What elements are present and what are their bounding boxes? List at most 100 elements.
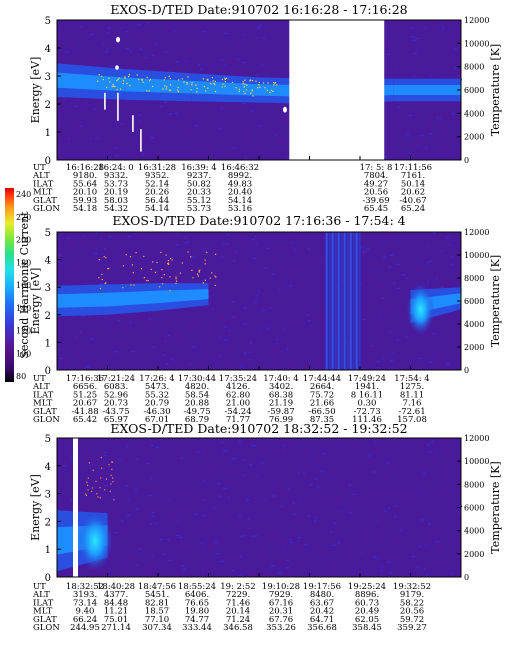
orbit-value: 17: 5: 8 [360, 163, 393, 173]
noise-pixel [297, 536, 301, 538]
y2-tick-label: 8000 [464, 274, 484, 283]
noise-pixel [309, 484, 313, 486]
y-tick-label: 0 [45, 366, 51, 377]
noise-pixel [280, 505, 283, 507]
noise-pixel [385, 477, 388, 480]
noise-pixel [213, 234, 216, 236]
trace-point [105, 257, 107, 259]
orbit-value: 7229. [226, 590, 250, 600]
orbit-row-label: MLT [33, 607, 53, 617]
orbit-value: 50.82 [187, 179, 211, 189]
noise-pixel [445, 132, 449, 134]
orbit-value: 9180. [73, 171, 97, 181]
noise-pixel [98, 283, 102, 285]
noise-pixel [384, 233, 388, 235]
noise-pixel [181, 508, 184, 510]
noise-pixel [366, 282, 369, 284]
noise-pixel [129, 50, 132, 52]
noise-pixel [287, 42, 290, 44]
trace-point [102, 78, 104, 81]
trace-point [211, 272, 213, 274]
trace-point [202, 78, 204, 80]
noise-pixel [149, 319, 153, 322]
noise-pixel [137, 24, 140, 26]
noise-pixel [451, 264, 454, 266]
noise-pixel [307, 233, 309, 236]
noise-pixel [446, 285, 450, 287]
orbit-value: -40.67 [399, 196, 426, 206]
orbit-value: 67.16 [269, 598, 293, 608]
noise-pixel [180, 562, 185, 564]
y2-tick-label: 2000 [464, 550, 484, 559]
trace-point [276, 84, 278, 86]
orbit-value: -39.69 [362, 196, 389, 206]
noise-pixel [76, 99, 80, 101]
trace-point [141, 79, 143, 81]
trace-point [130, 284, 132, 286]
orbit-value: 21.66 [310, 399, 334, 409]
noise-pixel [310, 439, 312, 441]
orbit-value: 53.16 [228, 204, 252, 214]
colorbar-gradient [5, 188, 14, 382]
noise-pixel [377, 558, 379, 560]
noise-pixel [437, 355, 441, 357]
noise-pixel [242, 233, 245, 235]
trace-point [108, 464, 110, 466]
noise-pixel [379, 484, 381, 486]
y2-axis-label: Temperature [K] [489, 461, 502, 553]
noise-pixel [176, 535, 181, 537]
trace-point [238, 88, 240, 90]
noise-pixel [389, 572, 393, 574]
noise-pixel [219, 147, 221, 149]
trace-point [175, 276, 177, 278]
noise-pixel [427, 280, 430, 282]
noise-pixel [100, 237, 103, 240]
noise-pixel [263, 574, 265, 576]
trace-point [249, 79, 252, 81]
orbit-value: 20.49 [355, 607, 379, 617]
noise-pixel [59, 357, 63, 360]
noise-pixel [67, 575, 70, 577]
panel-1: EXOS-D/TED Date:910702 16:16:28 - 17:16:… [29, 2, 502, 214]
trace-point [91, 490, 93, 492]
noise-pixel [323, 489, 326, 491]
noise-pixel [312, 438, 315, 440]
noise-pixel [175, 232, 178, 234]
noise-pixel [322, 551, 326, 554]
orbit-value: 17:30:44 [178, 374, 216, 384]
trace-point [190, 256, 192, 258]
noise-pixel [80, 490, 85, 492]
noise-pixel [138, 114, 142, 116]
noise-pixel [445, 441, 449, 443]
noise-pixel [184, 237, 187, 239]
noise-pixel [347, 484, 352, 486]
noise-pixel [223, 449, 226, 451]
noise-pixel [113, 351, 117, 353]
trace-point [196, 87, 198, 89]
noise-pixel [111, 513, 115, 515]
noise-pixel [428, 232, 433, 234]
noise-pixel [146, 462, 149, 465]
trace-point [98, 74, 100, 76]
y-tick-label: 0 [45, 156, 51, 167]
noise-pixel [240, 541, 242, 543]
noise-pixel [358, 459, 360, 461]
noise-pixel [415, 518, 417, 520]
noise-pixel [443, 563, 445, 565]
orbit-row-label: ALT [32, 382, 50, 392]
noise-pixel [278, 288, 280, 291]
noise-pixel [151, 565, 153, 567]
noise-pixel [203, 522, 208, 524]
noise-pixel [228, 349, 233, 351]
noise-pixel [107, 27, 112, 29]
noise-pixel [216, 46, 219, 48]
orbit-value: 50.14 [401, 179, 425, 189]
noise-pixel [442, 27, 445, 30]
trace-point [191, 269, 193, 271]
orbit-value: 3402. [269, 382, 293, 392]
noise-pixel [379, 530, 382, 533]
trace-point [131, 264, 133, 266]
trace-point [211, 77, 213, 79]
noise-pixel [121, 337, 123, 339]
trace-point [274, 82, 276, 84]
